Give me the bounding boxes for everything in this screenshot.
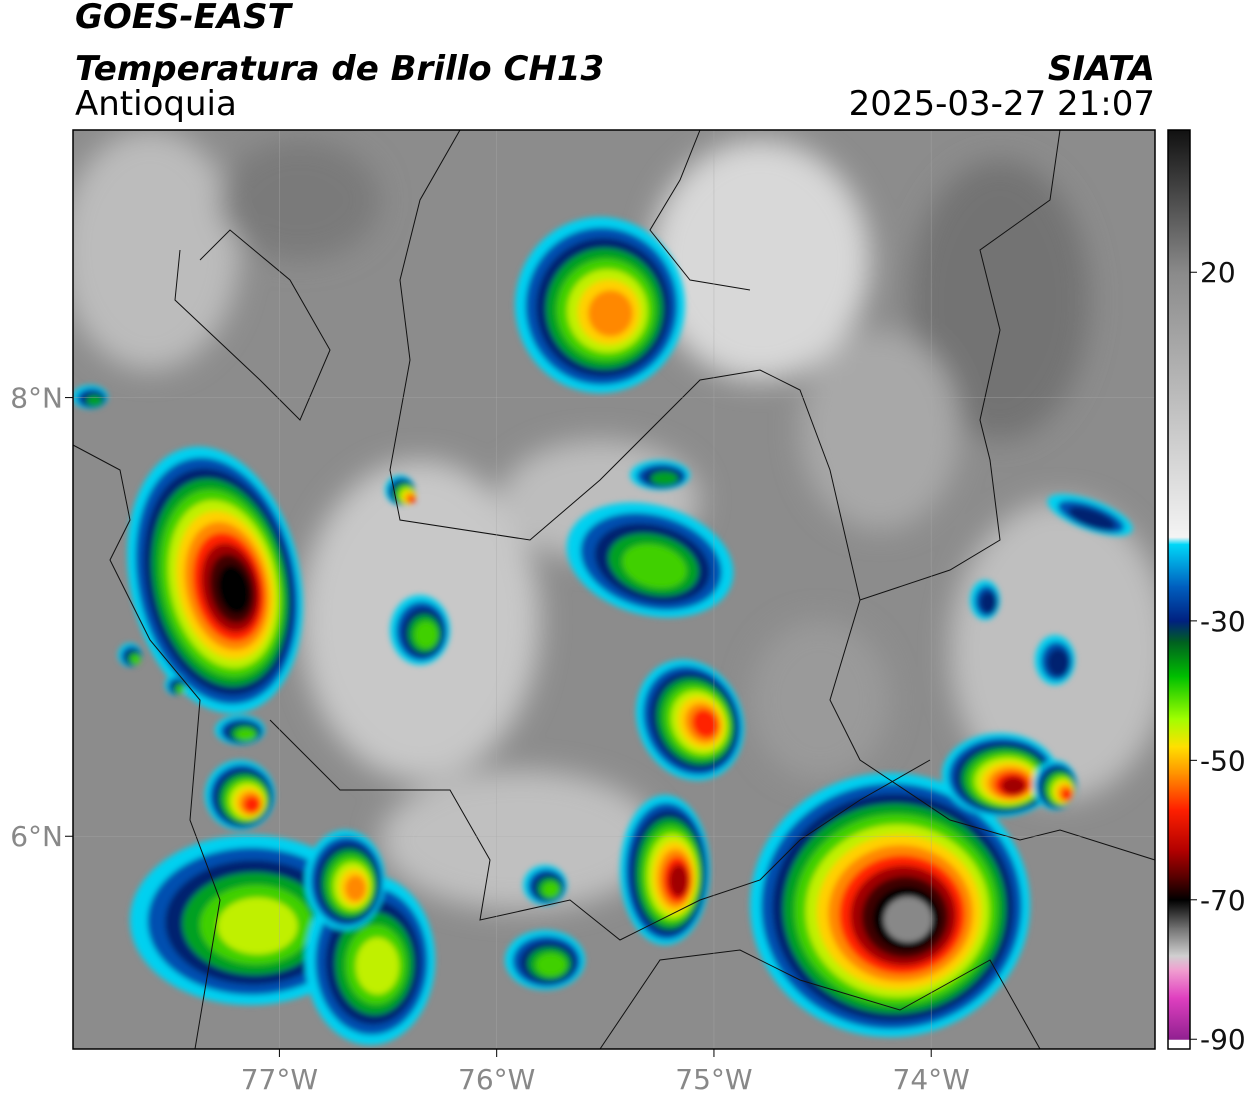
colorbar-segment [1168,746,1190,775]
storm-band [668,864,689,898]
storm-band [131,655,141,665]
colorbar-segment [1168,850,1190,880]
x-tick-label: 74°W [893,1063,970,1096]
colorbar-tick-label: -90 [1200,1023,1246,1056]
colorbar-segment [1168,1039,1190,1050]
datetime: 2025-03-27 21:07 [849,84,1155,124]
storm-band [1000,776,1027,795]
cloud-texture [73,130,1155,910]
storm-band [408,496,416,504]
storm-band [236,729,256,741]
storm-band [344,875,367,902]
colorbar-segment [1168,969,1190,998]
colorbar-segment [1168,774,1190,810]
colorbar-segment [1168,809,1190,852]
x-tick-label: 75°W [675,1063,752,1096]
subtitle: Temperatura de Brillo CH13 [75,49,604,89]
colorbar-segment [1168,955,1190,971]
colorbar-segment [1168,537,1190,545]
storm-band [588,290,633,337]
storm-band [217,897,298,955]
grid: 77°W 76°W 75°W 74°W 6°N 8°N [10,130,1155,1096]
colorbar-segment [1168,718,1190,747]
storm-band [177,685,185,694]
x-tick-label: 76°W [458,1063,535,1096]
colorbar-tick-label: -70 [1200,884,1246,917]
storm-band [355,937,400,995]
borders [73,130,1155,1049]
colorbar-segment [1168,997,1190,1040]
colorbar-segment [1168,544,1190,587]
colorbar-tick-label: -30 [1200,605,1246,638]
colorbar-segment [1168,620,1190,643]
storm-band [535,953,567,977]
imagery [73,130,1155,1049]
colorbar-segment [1168,130,1190,273]
colorbar-tick-label: 20 [1200,256,1236,289]
colorbar-segment [1168,272,1190,538]
storm-band [217,564,251,615]
storm-band [883,896,933,943]
colorbar-frame [1167,129,1191,1050]
colorbar-segment [1168,641,1190,678]
storm-band [243,796,261,813]
colorbar: 20 -30 -50 -70 -90 [1168,130,1246,1056]
colorbar-segment [1168,878,1190,901]
storm-band [1061,788,1073,801]
colorbar-segment [1168,1039,1190,1041]
colorbar-segment [1168,586,1190,622]
colorbar-segment [1168,676,1190,719]
colorbar-segment [1168,927,1190,957]
y-tick-label: 6°N [10,820,63,853]
title: GOES-EAST [75,0,294,37]
y-tick-label: 8°N [10,382,63,415]
x-tick-label: 77°W [241,1063,318,1096]
storm-band [622,544,687,589]
storm-band [979,591,997,614]
storm-band [1068,506,1116,530]
storm-band [86,395,103,407]
storm-band [1046,648,1070,677]
storm-band [692,709,718,738]
storms [73,217,1133,1045]
map-frame [72,129,1156,1050]
storm-band [650,471,679,486]
source: SIATA [1048,49,1155,89]
storm-band [414,621,438,649]
storm-band [542,882,560,898]
region: Antioquia [75,84,237,124]
colorbar-segment [1168,899,1190,929]
colorbar-tick-label: -50 [1200,744,1246,777]
